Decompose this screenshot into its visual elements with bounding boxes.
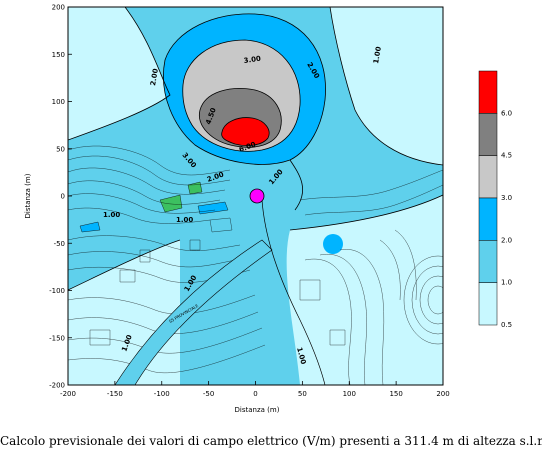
legend-swatch — [478, 240, 498, 283]
y-tick-label: 100 — [52, 98, 65, 106]
x-tick-label: -150 — [107, 390, 123, 398]
x-tick-label: 150 — [389, 390, 402, 398]
road-secondary — [261, 199, 326, 385]
legend-swatch — [478, 197, 498, 241]
map-area: 1.00 2.00 3.00 4.50 6.00 3.00 2.00 1.00 … — [68, 7, 443, 385]
legend-swatch — [478, 70, 498, 114]
legend-level-label: 4.5 — [501, 152, 512, 160]
x-axis: -200 -150 -100 -50 0 50 100 150 200 — [60, 381, 450, 398]
y-tick-label: 200 — [52, 4, 65, 12]
x-tick-label: -50 — [203, 390, 214, 398]
hotspot-green — [159, 194, 183, 213]
y-tick-label: 50 — [56, 145, 65, 153]
legend-level-label: 0.5 — [501, 321, 512, 329]
y-tick-label: 0 — [61, 193, 65, 201]
y-axis-label: Distanza (m) — [24, 173, 32, 218]
field-contours — [68, 7, 443, 291]
terrain-contours — [68, 145, 443, 385]
y-tick-label: -150 — [49, 334, 65, 342]
road — [114, 239, 273, 385]
x-tick-label: 0 — [253, 390, 257, 398]
legend-swatch — [478, 282, 498, 326]
x-tick-label: -100 — [154, 390, 170, 398]
y-tick-label: -200 — [49, 382, 65, 390]
low-field-area-ne — [330, 7, 443, 165]
field-level-2-spot — [323, 234, 343, 254]
y-tick-label: -100 — [49, 287, 65, 295]
x-tick-label: 100 — [343, 390, 356, 398]
x-tick-label: 200 — [436, 390, 449, 398]
contour-label: 3.00 — [243, 55, 261, 65]
field-level-6-area — [221, 117, 270, 146]
contour-label: 2.00 — [149, 68, 160, 87]
color-legend: 6.0 4.5 3.0 2.0 1.0 0.5 — [478, 70, 512, 329]
low-field-area-nw — [68, 7, 170, 140]
x-tick-label: -200 — [60, 390, 76, 398]
legend-level-label: 1.0 — [501, 279, 512, 287]
legend-swatch — [478, 155, 498, 199]
contour-label: 1.00 — [372, 46, 383, 65]
contour-label: 1.00 — [103, 211, 120, 219]
legend-level-label: 6.0 — [501, 109, 512, 117]
x-axis-label: Distanza (m) — [235, 406, 280, 414]
y-axis: 200 150 100 50 0 -50 -100 -150 -200 — [49, 4, 72, 390]
x-tick-label: 50 — [298, 390, 307, 398]
hotspot-blue-2 — [79, 221, 101, 233]
legend-swatch — [478, 113, 498, 156]
figure-caption: Calcolo previsionale dei valori di campo… — [0, 434, 542, 448]
contour-label: 1.00 — [176, 216, 193, 224]
y-tick-label: -50 — [54, 240, 65, 248]
legend-level-label: 2.0 — [501, 236, 512, 244]
source-marker — [249, 188, 265, 204]
field-map: 1.00 2.00 3.00 4.50 6.00 3.00 2.00 1.00 … — [24, 4, 512, 415]
legend-level-label: 3.0 — [501, 194, 512, 202]
y-tick-label: 150 — [52, 51, 65, 59]
